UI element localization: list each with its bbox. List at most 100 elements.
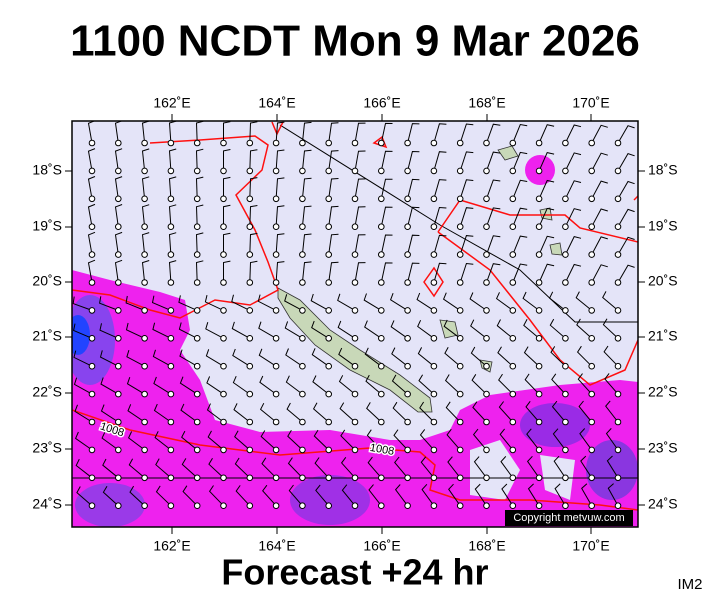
- lat-label: 24˚S: [32, 496, 62, 512]
- wind-station: [351, 139, 359, 147]
- wind-station: [141, 502, 148, 510]
- title: 1100 NCDT Mon 9 Mar 2026: [70, 17, 640, 66]
- wind-barb: [525, 401, 540, 423]
- wind-station: [614, 362, 622, 370]
- wind-barb: [127, 404, 145, 423]
- wind-station: [535, 195, 543, 203]
- wind-barb: [448, 483, 461, 506]
- wind-station: [509, 362, 517, 370]
- wind-station: [509, 279, 517, 286]
- forecast-label: Forecast +24 hr: [221, 552, 488, 593]
- wind-station: [614, 139, 622, 147]
- wind-barb: [538, 152, 555, 172]
- wind-barb: [407, 262, 420, 283]
- wind-station: [535, 251, 543, 258]
- wind-station: [141, 279, 148, 286]
- wind-station: [88, 335, 96, 342]
- wind-station: [167, 251, 175, 258]
- wind-barb: [141, 232, 150, 255]
- wind-station: [614, 502, 622, 510]
- wind-station: [509, 307, 517, 314]
- wind-barb: [581, 483, 593, 506]
- wind-barb: [364, 347, 382, 367]
- wind-station: [272, 335, 280, 342]
- wind-station: [325, 474, 333, 482]
- wind-barb: [421, 483, 435, 506]
- wind-barb: [87, 231, 96, 255]
- wind-station: [88, 446, 96, 454]
- wind-station: [141, 167, 148, 175]
- lat-label: 19˚S: [32, 218, 62, 234]
- wind-barb: [553, 455, 566, 479]
- wind-station: [220, 251, 227, 258]
- wind-station: [430, 474, 438, 482]
- lon-label: 164˚E: [258, 538, 295, 554]
- wind-station: [430, 167, 438, 175]
- wind-station: [351, 362, 359, 370]
- wind-station: [509, 167, 517, 175]
- wind-station: [562, 418, 569, 426]
- lon-label: 162˚E: [153, 95, 190, 111]
- wind-station: [220, 307, 227, 314]
- wind-station: [614, 474, 622, 482]
- wind-station: [246, 167, 254, 175]
- wind-barb: [564, 180, 582, 200]
- wind-barb: [87, 203, 96, 227]
- wind-barb: [523, 346, 540, 367]
- wind-barb: [195, 260, 204, 283]
- wind-barb: [380, 262, 393, 283]
- wind-barb: [87, 148, 96, 171]
- wind-barb: [73, 377, 93, 395]
- wind-barb: [151, 295, 172, 311]
- wind-station: [483, 307, 490, 314]
- wind-station: [588, 167, 596, 175]
- wind-station: [272, 418, 280, 426]
- wind-station: [351, 418, 359, 426]
- wind-barb: [380, 122, 393, 144]
- wind-station: [193, 335, 201, 342]
- wind-station: [404, 474, 411, 482]
- wind-station: [378, 139, 385, 147]
- wind-station: [299, 446, 306, 454]
- wind-station: [562, 307, 569, 314]
- wind-station: [483, 167, 490, 175]
- lon-label: 164˚E: [258, 95, 295, 111]
- wind-barb: [72, 296, 93, 311]
- lon-label: 168˚E: [468, 538, 505, 554]
- wind-barb: [486, 263, 501, 283]
- wind-station: [483, 279, 490, 286]
- heavy-rain: [520, 403, 590, 447]
- wind-barb: [380, 178, 393, 199]
- wind-barb: [604, 373, 619, 395]
- lat-label: 18˚S: [32, 162, 62, 178]
- wind-station: [167, 279, 175, 286]
- map-frame: [71, 120, 639, 528]
- wind-station: [562, 139, 569, 147]
- wind-barb: [447, 456, 461, 479]
- wind-station: [115, 390, 122, 398]
- wind-barb: [301, 177, 312, 199]
- wind-barb: [114, 148, 123, 171]
- wind-station: [614, 307, 622, 314]
- wind-station: [88, 474, 96, 482]
- wind-barb: [328, 122, 339, 144]
- wind-barb: [284, 321, 303, 339]
- wind-barb: [459, 123, 474, 144]
- wind-station: [456, 502, 464, 510]
- wind-barb: [605, 428, 619, 451]
- wind-barb: [365, 374, 382, 395]
- wind-station: [272, 446, 280, 454]
- wind-station: [299, 223, 306, 230]
- wind-barb: [471, 374, 487, 395]
- wind-station: [535, 307, 543, 314]
- lat-label: 24˚S: [648, 496, 678, 512]
- wind-station: [246, 446, 254, 454]
- wind-barb: [433, 262, 447, 283]
- wind-station: [220, 446, 227, 454]
- wind-barb: [312, 402, 330, 423]
- wind-station: [325, 418, 333, 426]
- wind-barb: [564, 124, 582, 144]
- wind-barb: [154, 431, 172, 451]
- wind-barb: [486, 179, 501, 199]
- wind-station: [246, 362, 254, 370]
